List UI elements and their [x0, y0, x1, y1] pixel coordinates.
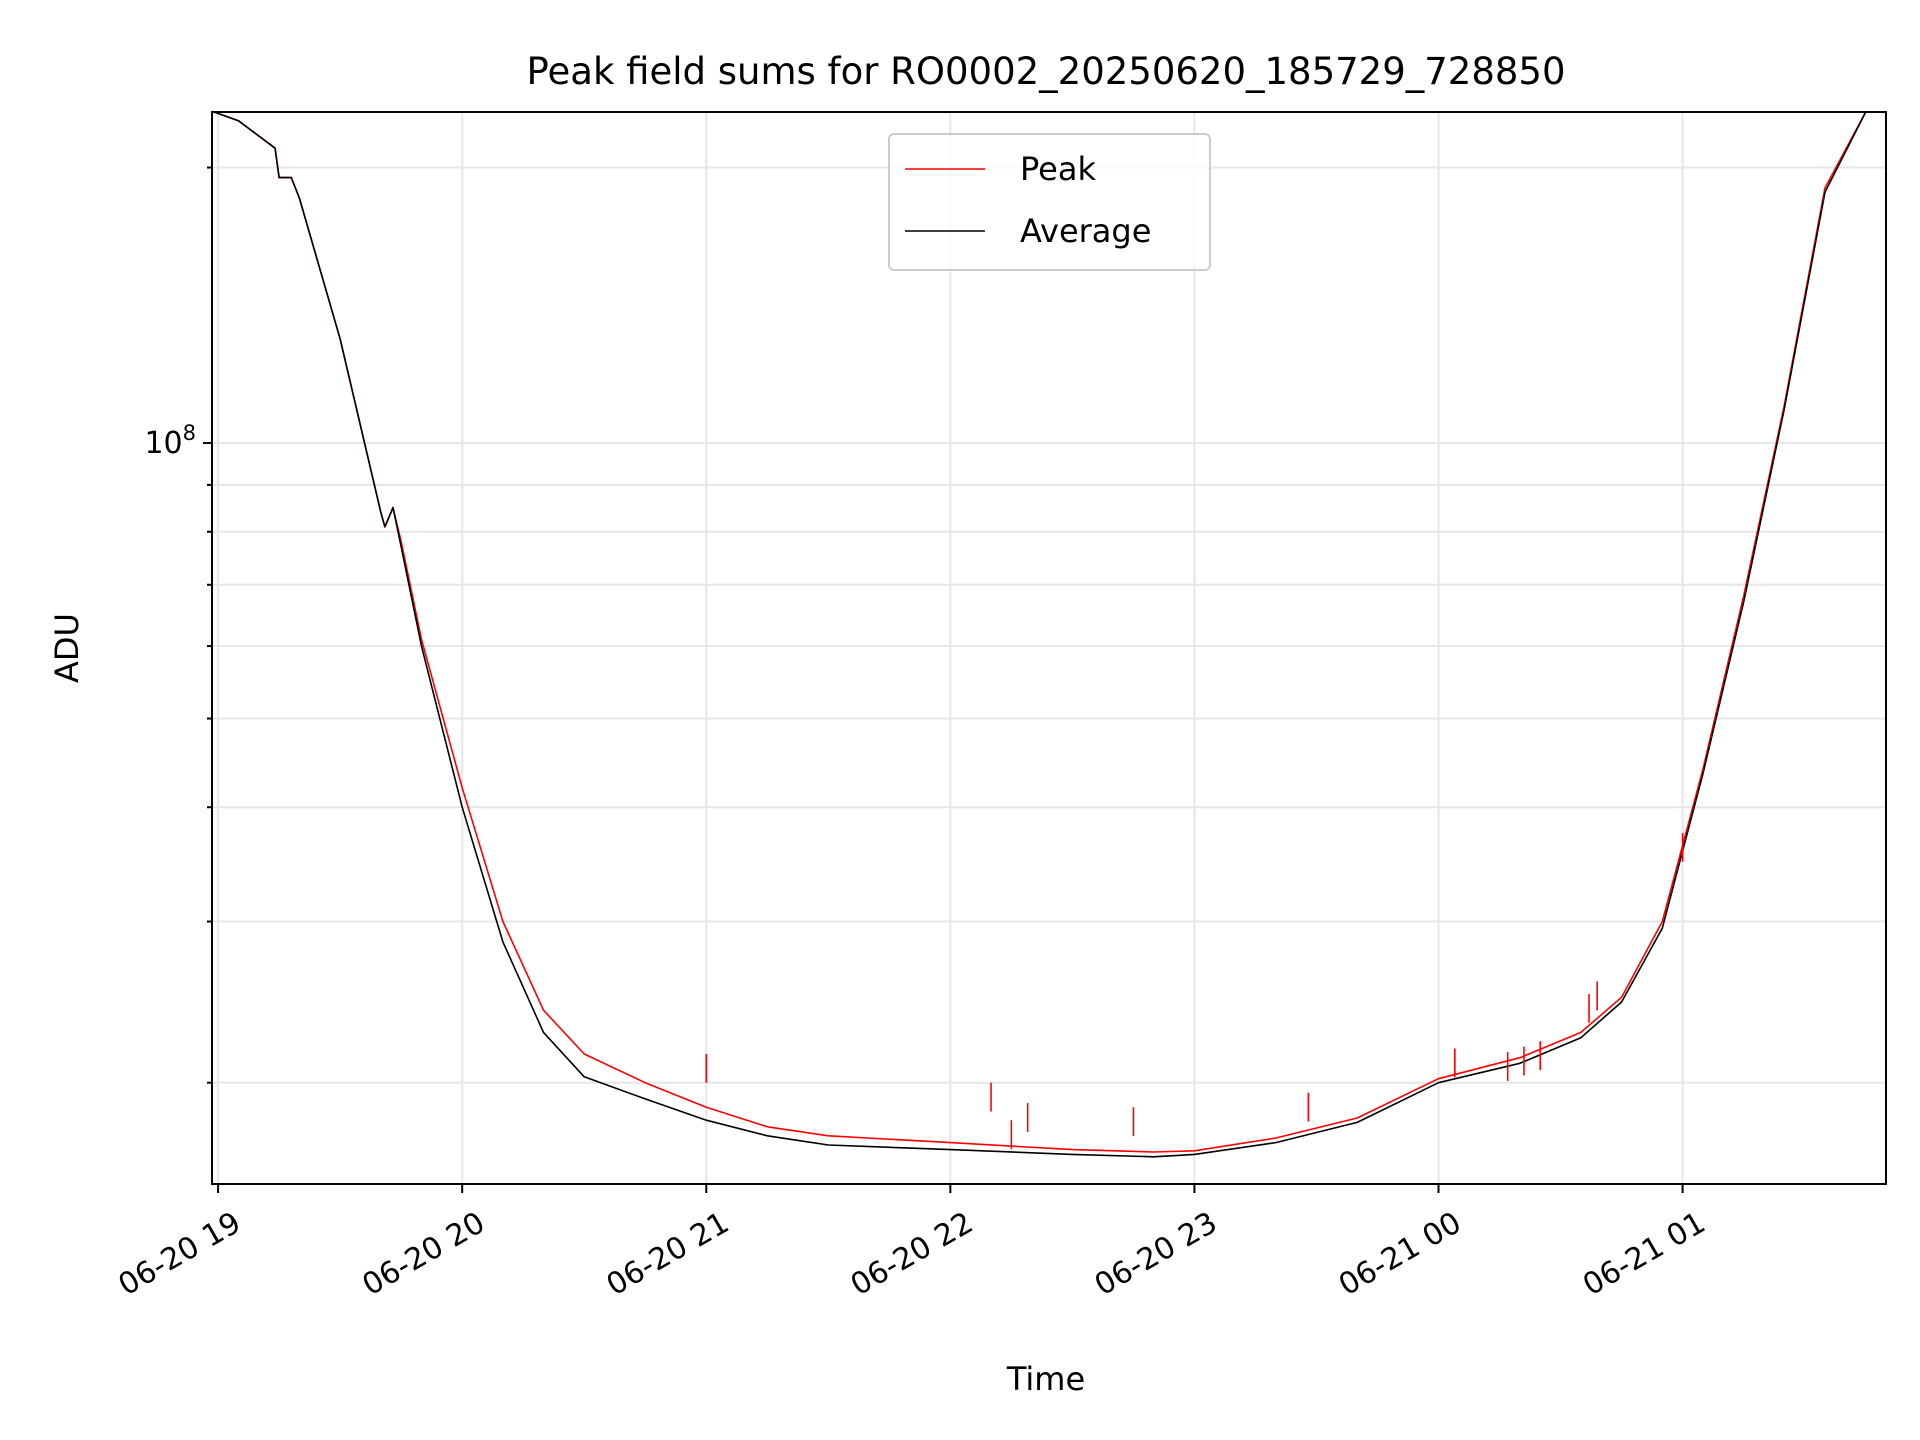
grid — [212, 112, 1886, 1184]
legend-label-average: Average — [1020, 212, 1151, 250]
plot-area — [213, 112, 1867, 1158]
legend-label-peak: Peak — [1020, 150, 1096, 188]
series-line-average — [213, 112, 1867, 1158]
x-axis-label: Time — [1006, 1360, 1085, 1398]
legend: Peak Average — [888, 133, 1211, 271]
y-tick-label: 108 — [144, 421, 196, 461]
legend-box — [888, 133, 1211, 271]
y-axis-label: ADU — [48, 613, 86, 683]
y-tick-label-exponent: 8 — [183, 421, 196, 445]
chart-title: Peak field sums for RO0002_20250620_1857… — [527, 50, 1566, 93]
axes-frame — [211, 111, 1887, 1185]
y-tick-label-base: 10 — [144, 426, 182, 461]
